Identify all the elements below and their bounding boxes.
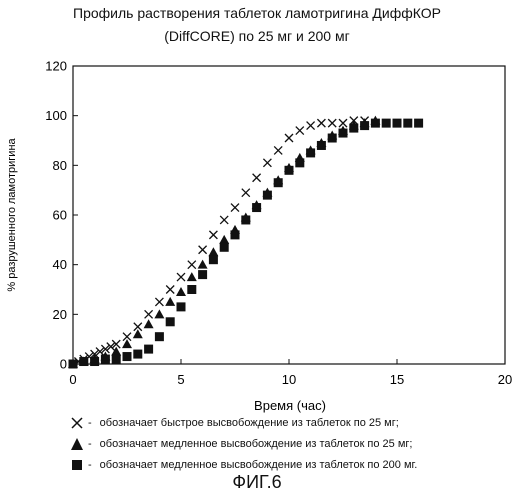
chart-ticks: 0 5 10 15 20 0 20 40 60 80 100 120 xyxy=(45,59,512,388)
data-point-square xyxy=(198,270,207,279)
dissolution-chart: 0 5 10 15 20 0 20 40 60 80 100 120 Время (час) % ра… xyxy=(0,0,514,440)
data-point-x xyxy=(220,216,228,224)
data-point-triangle xyxy=(176,287,186,296)
chart-marks xyxy=(68,116,423,369)
data-point-triangle xyxy=(144,319,154,328)
data-point-square xyxy=(144,345,153,354)
figure-caption: ФИГ.6 xyxy=(0,472,514,493)
x-tick-label: 15 xyxy=(390,372,404,387)
legend-text: обозначает медленное высвобождение из та… xyxy=(100,459,418,471)
data-point-x xyxy=(166,286,174,294)
x-tick-label: 20 xyxy=(498,372,512,387)
data-point-x xyxy=(231,204,239,212)
data-point-triangle xyxy=(187,272,197,281)
data-point-x xyxy=(209,231,217,239)
data-point-square xyxy=(393,119,402,128)
data-point-square xyxy=(317,141,326,150)
data-point-x xyxy=(285,134,293,142)
data-point-x xyxy=(328,119,336,127)
data-point-square xyxy=(187,285,196,294)
y-tick-label: 100 xyxy=(45,108,67,123)
data-point-x xyxy=(253,174,261,182)
data-point-square xyxy=(209,255,218,264)
data-point-triangle xyxy=(154,309,164,318)
y-tick-label: 80 xyxy=(53,158,67,173)
y-tick-label: 120 xyxy=(45,59,67,74)
data-point-square xyxy=(349,124,358,133)
legend-item-slow-25mg: - обозначает медленное высвобождение из … xyxy=(70,435,412,453)
data-point-triangle xyxy=(219,235,229,244)
data-point-square xyxy=(328,134,337,143)
x-tick-label: 10 xyxy=(282,372,296,387)
data-point-triangle xyxy=(165,297,175,306)
data-point-square xyxy=(79,357,88,366)
legend-item-fast-25mg: - обозначает быстрое высвобождение из та… xyxy=(70,414,399,432)
data-point-square xyxy=(252,203,261,212)
data-point-square xyxy=(220,243,229,252)
y-tick-label: 60 xyxy=(53,208,67,223)
data-point-x xyxy=(263,159,271,167)
data-point-square xyxy=(101,355,110,364)
data-point-square xyxy=(371,119,380,128)
x-tick-label: 0 xyxy=(69,372,76,387)
data-point-square xyxy=(177,302,186,311)
data-point-square xyxy=(306,148,315,157)
data-point-square xyxy=(123,352,132,361)
data-point-x xyxy=(296,127,304,135)
data-point-square xyxy=(360,121,369,130)
data-point-x xyxy=(188,261,196,269)
data-point-square xyxy=(90,357,99,366)
data-point-square xyxy=(133,350,142,359)
y-tick-label: 20 xyxy=(53,307,67,322)
data-point-square xyxy=(155,332,164,341)
x-marker-icon xyxy=(70,416,84,430)
data-point-square xyxy=(274,178,283,187)
data-point-x xyxy=(145,310,153,318)
data-point-x xyxy=(155,298,163,306)
y-tick-label: 40 xyxy=(53,257,67,272)
x-tick-label: 5 xyxy=(177,372,184,387)
data-point-square xyxy=(403,119,412,128)
y-tick-label: 0 xyxy=(60,357,67,372)
data-point-x xyxy=(274,146,282,154)
data-point-square xyxy=(263,191,272,200)
data-point-square xyxy=(414,119,423,128)
data-point-square xyxy=(69,360,78,369)
legend-text: обозначает быстрое высвобождение из табл… xyxy=(100,417,399,429)
data-point-triangle xyxy=(198,260,208,269)
data-point-x xyxy=(177,273,185,281)
data-point-square xyxy=(112,355,121,364)
legend-text: обозначает медленное высвобождение из та… xyxy=(100,438,413,450)
chart-axes xyxy=(73,66,505,364)
data-point-square xyxy=(166,317,175,326)
data-point-square xyxy=(241,215,250,224)
data-point-square xyxy=(339,129,348,138)
data-point-square xyxy=(295,158,304,167)
data-point-x xyxy=(307,122,315,130)
data-point-square xyxy=(382,119,391,128)
x-axis-label: Время (час) xyxy=(254,398,326,413)
plot-frame xyxy=(73,66,505,364)
legend-dash: - xyxy=(88,417,92,429)
data-point-x xyxy=(317,119,325,127)
square-marker-icon xyxy=(70,458,84,472)
data-point-square xyxy=(285,166,294,175)
data-point-x xyxy=(199,246,207,254)
legend-dash: - xyxy=(88,459,92,471)
y-axis-label: % разрушенного ламотригина xyxy=(6,137,18,291)
data-point-triangle xyxy=(208,247,218,256)
data-point-square xyxy=(231,230,240,239)
legend-dash: - xyxy=(88,438,92,450)
triangle-marker-icon xyxy=(70,437,84,451)
data-point-x xyxy=(242,189,250,197)
